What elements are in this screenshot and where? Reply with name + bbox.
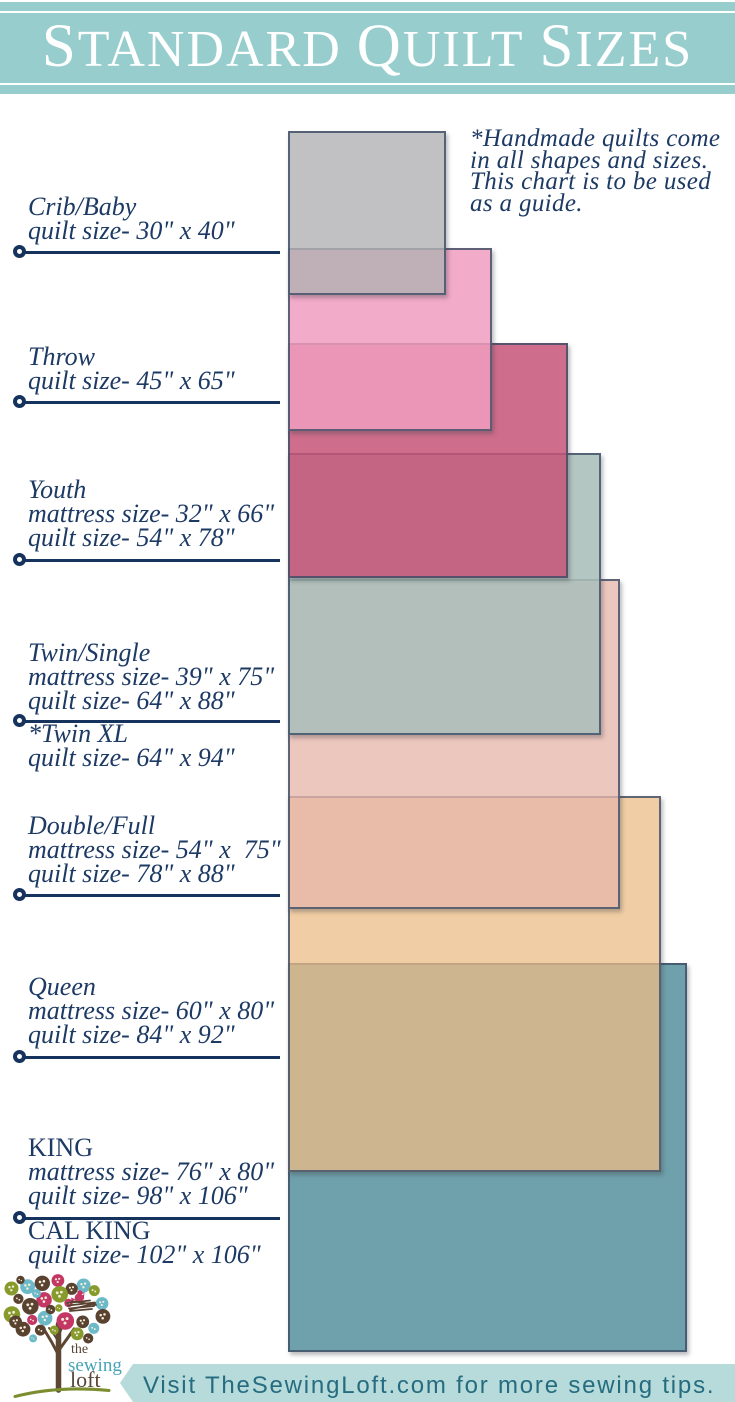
svg-text:sewing: sewing	[68, 1355, 122, 1376]
svg-text:the: the	[71, 1342, 88, 1357]
svg-text:loft: loft	[70, 1367, 101, 1392]
